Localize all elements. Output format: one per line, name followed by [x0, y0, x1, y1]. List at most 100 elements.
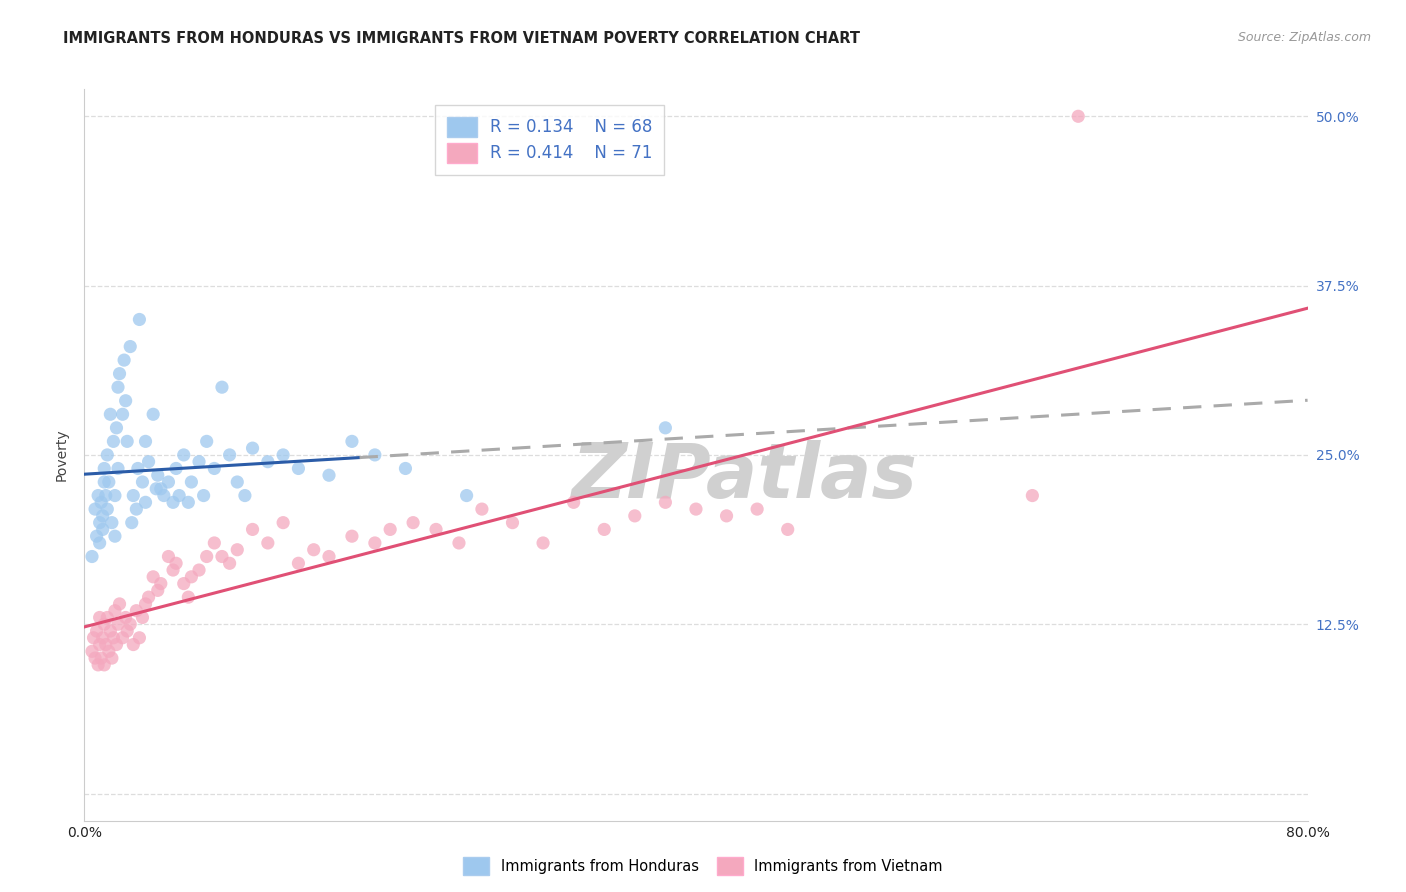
- Point: [146, 583, 169, 598]
- Point: [89, 610, 111, 624]
- Point: [654, 421, 676, 435]
- Point: [91, 523, 114, 537]
- Point: [340, 529, 363, 543]
- Point: [93, 617, 115, 632]
- Point: [107, 617, 129, 632]
- Point: [218, 556, 240, 570]
- Point: [96, 448, 118, 462]
- Point: [84, 502, 107, 516]
- Point: [242, 523, 264, 537]
- Point: [98, 407, 121, 421]
- Point: [180, 475, 202, 489]
- Point: [96, 610, 118, 624]
- Point: [188, 455, 211, 469]
- Point: [287, 461, 309, 475]
- Point: [471, 502, 494, 516]
- Point: [593, 523, 616, 537]
- Text: IMMIGRANTS FROM HONDURAS VS IMMIGRANTS FROM VIETNAM POVERTY CORRELATION CHART: IMMIGRANTS FROM HONDURAS VS IMMIGRANTS F…: [63, 31, 860, 46]
- Point: [145, 482, 167, 496]
- Point: [135, 434, 157, 449]
- Point: [89, 638, 111, 652]
- Point: [447, 536, 470, 550]
- Point: [127, 461, 149, 475]
- Point: [162, 495, 184, 509]
- Point: [121, 516, 143, 530]
- Point: [87, 489, 110, 503]
- Point: [188, 563, 211, 577]
- Point: [90, 495, 112, 509]
- Point: [90, 651, 112, 665]
- Point: [128, 312, 150, 326]
- Legend: Immigrants from Honduras, Immigrants from Vietnam: Immigrants from Honduras, Immigrants fro…: [456, 850, 950, 882]
- Point: [93, 657, 115, 672]
- Point: [142, 407, 165, 421]
- Text: Source: ZipAtlas.com: Source: ZipAtlas.com: [1237, 31, 1371, 45]
- Point: [107, 380, 129, 394]
- Point: [318, 549, 340, 564]
- Point: [104, 529, 127, 543]
- Point: [302, 542, 325, 557]
- Point: [103, 631, 125, 645]
- Point: [776, 523, 799, 537]
- Point: [624, 508, 647, 523]
- Point: [747, 502, 769, 516]
- Text: ZIPatlas: ZIPatlas: [572, 440, 918, 514]
- Point: [91, 631, 114, 645]
- Point: [125, 604, 148, 618]
- Point: [112, 353, 135, 368]
- Point: [226, 542, 249, 557]
- Point: [153, 489, 176, 503]
- Point: [502, 516, 524, 530]
- Point: [111, 631, 134, 645]
- Point: [340, 434, 363, 449]
- Point: [120, 617, 142, 632]
- Point: [108, 597, 131, 611]
- Point: [80, 549, 103, 564]
- Point: [107, 461, 129, 475]
- Point: [716, 508, 738, 523]
- Point: [562, 495, 585, 509]
- Point: [115, 624, 138, 638]
- Point: [271, 516, 294, 530]
- Point: [173, 448, 195, 462]
- Point: [165, 461, 187, 475]
- Point: [128, 631, 150, 645]
- Point: [233, 489, 256, 503]
- Point: [193, 489, 215, 503]
- Point: [165, 556, 187, 570]
- Point: [98, 624, 121, 638]
- Point: [115, 434, 138, 449]
- Legend: R = 0.134    N = 68, R = 0.414    N = 71: R = 0.134 N = 68, R = 0.414 N = 71: [436, 105, 664, 175]
- Point: [131, 610, 153, 624]
- Point: [177, 590, 200, 604]
- Point: [195, 434, 218, 449]
- Point: [380, 523, 402, 537]
- Point: [195, 549, 218, 564]
- Point: [425, 523, 447, 537]
- Point: [1067, 109, 1090, 123]
- Point: [86, 624, 108, 638]
- Point: [97, 644, 120, 658]
- Point: [122, 489, 145, 503]
- Point: [138, 590, 160, 604]
- Point: [177, 495, 200, 509]
- Point: [114, 610, 136, 624]
- Point: [271, 448, 294, 462]
- Point: [287, 556, 309, 570]
- Point: [111, 407, 134, 421]
- Point: [108, 367, 131, 381]
- Point: [83, 631, 105, 645]
- Point: [93, 475, 115, 489]
- Point: [149, 576, 172, 591]
- Point: [531, 536, 554, 550]
- Point: [202, 461, 225, 475]
- Point: [89, 516, 111, 530]
- Point: [105, 421, 128, 435]
- Point: [101, 651, 124, 665]
- Point: [211, 549, 233, 564]
- Point: [104, 604, 127, 618]
- Point: [402, 516, 425, 530]
- Point: [114, 393, 136, 408]
- Point: [96, 502, 118, 516]
- Point: [87, 657, 110, 672]
